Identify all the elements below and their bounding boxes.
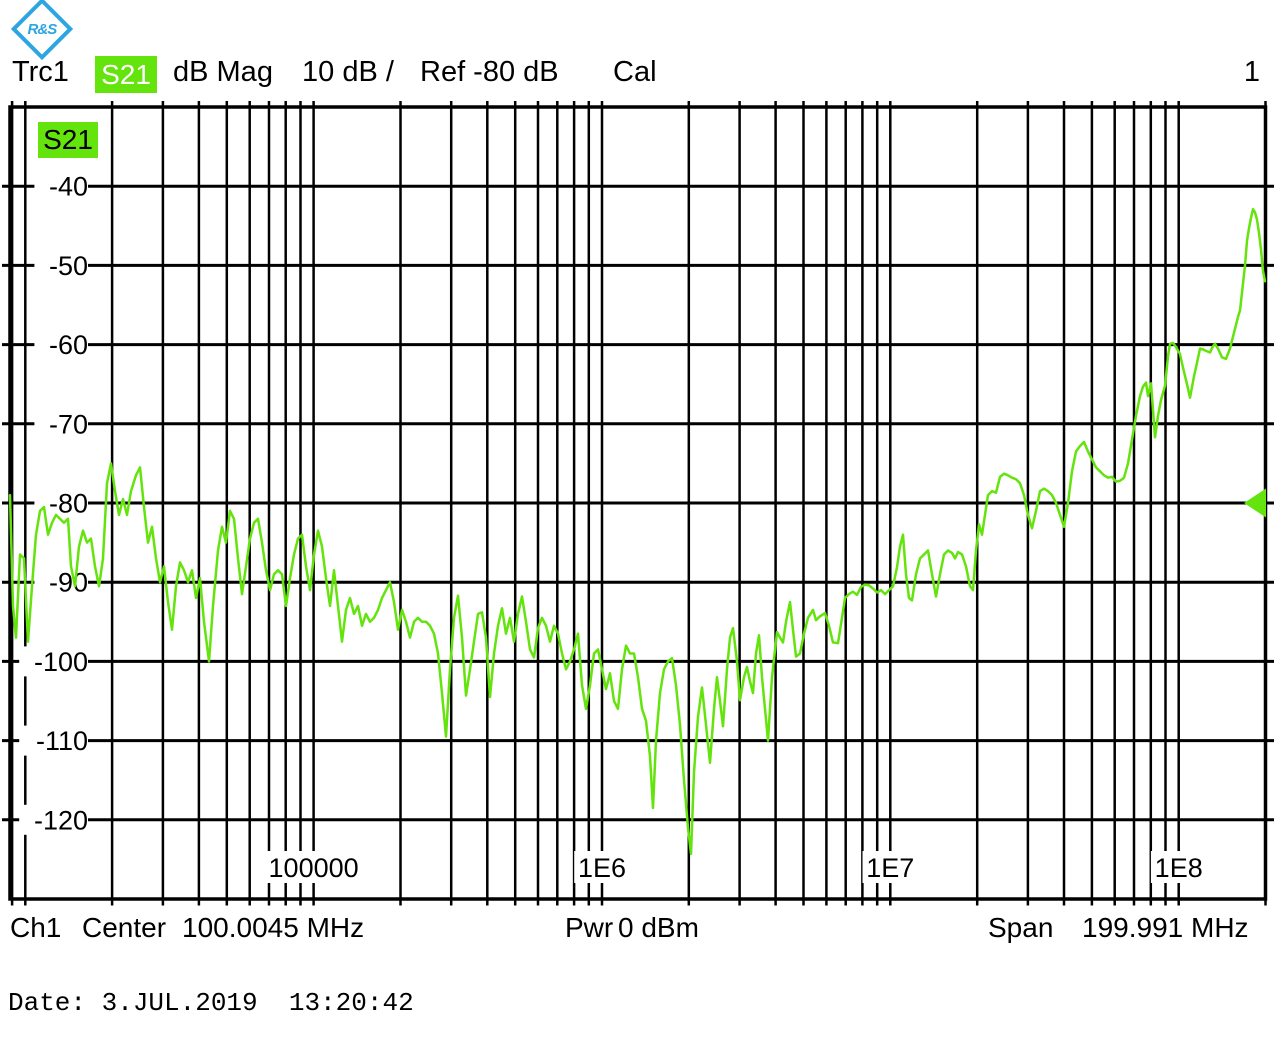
y-axis-tick-label: -70 <box>49 409 88 439</box>
x-tick-label-bg <box>1150 851 1207 883</box>
center-frequency-value[interactable]: 100.0045 MHz <box>182 912 365 943</box>
y-axis-tick-label: -90 <box>49 568 88 598</box>
y-tick-label-bg <box>19 725 89 756</box>
power-value[interactable]: 0 dBm <box>618 912 699 943</box>
y-tick-label-bg <box>34 488 88 518</box>
span-label[interactable]: Span <box>988 912 1054 943</box>
channel-name-label[interactable]: Ch1 <box>10 912 62 943</box>
reference-level-marker[interactable] <box>1244 488 1266 518</box>
y-axis-tick-label: -120 <box>34 805 88 835</box>
trace-format-label[interactable]: dB Mag <box>173 56 273 88</box>
y-tick-label-bg <box>19 804 89 835</box>
x-tick-label-bg <box>263 851 365 883</box>
y-tick-label-bg <box>34 250 88 281</box>
power-label[interactable]: Pwr <box>565 912 614 943</box>
y-tick-label-bg <box>34 408 88 439</box>
y-axis-tick-label: -80 <box>49 489 88 519</box>
trace-name-label[interactable]: Trc1 <box>12 56 69 88</box>
y-axis-tick-label: -40 <box>49 172 88 202</box>
x-axis-tick-label: 1E6 <box>578 853 626 883</box>
y-tick-label-bg <box>34 171 88 202</box>
s21-trace <box>8 207 1267 856</box>
x-axis-tick-label: 100000 <box>269 853 359 883</box>
y-axis-tick-label: -60 <box>49 330 88 360</box>
reference-level-label[interactable]: Ref -80 dB <box>420 56 559 88</box>
scale-per-division-label[interactable]: 10 dB / <box>302 56 394 88</box>
y-axis-tick-label: -50 <box>49 251 88 281</box>
measurement-parameter-badge[interactable]: S21 <box>95 56 157 93</box>
center-frequency-label[interactable]: Center <box>82 912 167 943</box>
trace-label-badge[interactable]: S21 <box>38 122 98 158</box>
date-time-label: Date: 3.JUL.2019 13:20:42 <box>8 988 414 1018</box>
window-number-label: 1 <box>1243 56 1260 88</box>
y-axis-tick-label: -100 <box>34 647 88 677</box>
y-tick-label-bg <box>34 567 88 598</box>
x-tick-label-bg <box>574 851 630 883</box>
x-axis-tick-label: 1E7 <box>866 853 914 883</box>
span-value[interactable]: 199.991 MHz <box>1082 912 1249 943</box>
x-tick-label-bg <box>862 851 919 883</box>
y-tick-label-bg <box>34 329 88 360</box>
y-tick-label-bg <box>19 646 89 677</box>
x-axis-tick-label: 1E8 <box>1155 853 1203 883</box>
y-axis-tick-label: -110 <box>36 726 88 756</box>
cal-status-label: Cal <box>613 56 657 88</box>
